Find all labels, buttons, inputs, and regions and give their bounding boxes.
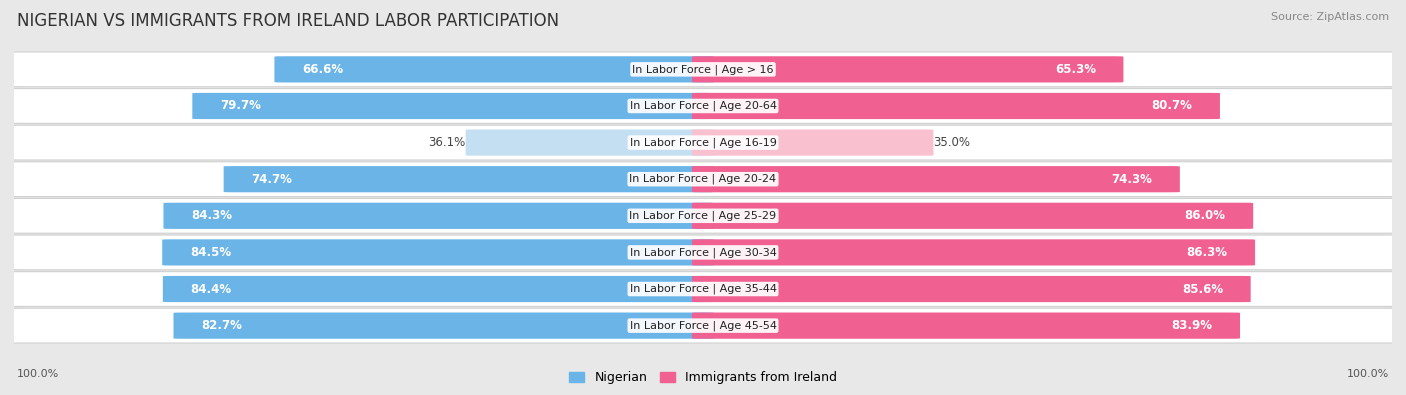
FancyBboxPatch shape [0, 198, 1406, 233]
Text: 36.1%: 36.1% [429, 136, 465, 149]
Text: 100.0%: 100.0% [1347, 369, 1389, 379]
FancyBboxPatch shape [692, 93, 1220, 119]
FancyBboxPatch shape [162, 239, 714, 265]
Text: In Labor Force | Age 20-64: In Labor Force | Age 20-64 [630, 101, 776, 111]
Text: NIGERIAN VS IMMIGRANTS FROM IRELAND LABOR PARTICIPATION: NIGERIAN VS IMMIGRANTS FROM IRELAND LABO… [17, 12, 560, 30]
Text: 65.3%: 65.3% [1054, 63, 1095, 76]
FancyBboxPatch shape [0, 125, 1406, 160]
FancyBboxPatch shape [163, 203, 714, 229]
Text: In Labor Force | Age > 16: In Labor Force | Age > 16 [633, 64, 773, 75]
Text: 83.9%: 83.9% [1171, 319, 1212, 332]
FancyBboxPatch shape [163, 276, 714, 302]
FancyBboxPatch shape [224, 166, 714, 192]
Text: 86.0%: 86.0% [1185, 209, 1226, 222]
Text: 86.3%: 86.3% [1187, 246, 1227, 259]
Text: In Labor Force | Age 30-34: In Labor Force | Age 30-34 [630, 247, 776, 258]
Text: 84.4%: 84.4% [190, 282, 232, 295]
Text: 66.6%: 66.6% [302, 63, 343, 76]
FancyBboxPatch shape [692, 312, 1240, 339]
Legend: Nigerian, Immigrants from Ireland: Nigerian, Immigrants from Ireland [564, 367, 842, 389]
FancyBboxPatch shape [0, 88, 1406, 123]
Text: In Labor Force | Age 20-24: In Labor Force | Age 20-24 [630, 174, 776, 184]
FancyBboxPatch shape [692, 239, 1256, 265]
Text: Source: ZipAtlas.com: Source: ZipAtlas.com [1271, 12, 1389, 22]
FancyBboxPatch shape [692, 276, 1251, 302]
FancyBboxPatch shape [692, 56, 1123, 83]
Text: 35.0%: 35.0% [934, 136, 970, 149]
Text: 74.7%: 74.7% [252, 173, 292, 186]
FancyBboxPatch shape [173, 312, 714, 339]
Text: 84.3%: 84.3% [191, 209, 232, 222]
FancyBboxPatch shape [692, 203, 1253, 229]
FancyBboxPatch shape [0, 272, 1406, 307]
FancyBboxPatch shape [0, 308, 1406, 343]
FancyBboxPatch shape [0, 235, 1406, 270]
FancyBboxPatch shape [0, 162, 1406, 197]
Text: 100.0%: 100.0% [17, 369, 59, 379]
FancyBboxPatch shape [274, 56, 714, 83]
FancyBboxPatch shape [692, 130, 934, 156]
Text: 82.7%: 82.7% [201, 319, 242, 332]
Text: In Labor Force | Age 45-54: In Labor Force | Age 45-54 [630, 320, 776, 331]
Text: In Labor Force | Age 25-29: In Labor Force | Age 25-29 [630, 211, 776, 221]
Text: 80.7%: 80.7% [1152, 100, 1192, 113]
FancyBboxPatch shape [465, 130, 714, 156]
FancyBboxPatch shape [0, 52, 1406, 87]
Text: 84.5%: 84.5% [190, 246, 231, 259]
FancyBboxPatch shape [193, 93, 714, 119]
FancyBboxPatch shape [692, 166, 1180, 192]
Text: In Labor Force | Age 16-19: In Labor Force | Age 16-19 [630, 137, 776, 148]
Text: 85.6%: 85.6% [1182, 282, 1223, 295]
Text: 74.3%: 74.3% [1111, 173, 1153, 186]
Text: In Labor Force | Age 35-44: In Labor Force | Age 35-44 [630, 284, 776, 294]
Text: 79.7%: 79.7% [219, 100, 260, 113]
